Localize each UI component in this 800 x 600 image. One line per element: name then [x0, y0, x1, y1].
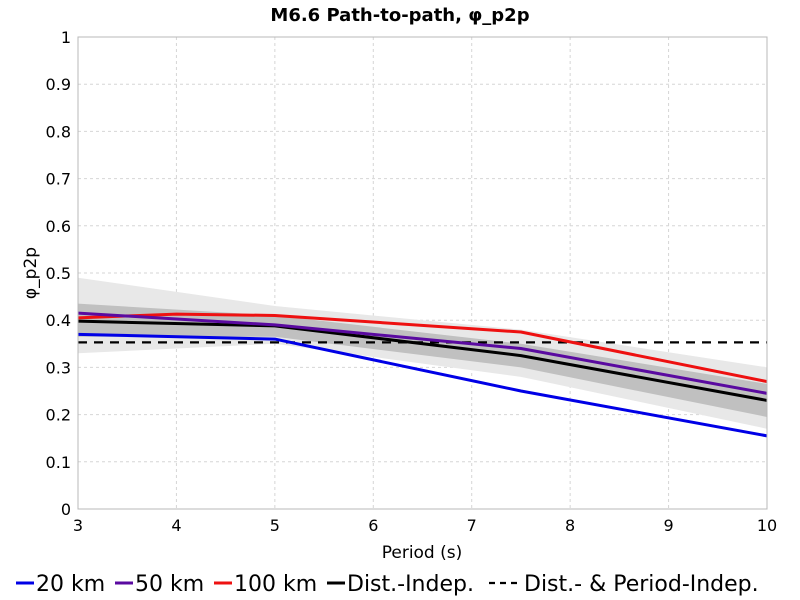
x-axis-label: Period (s) [382, 543, 463, 563]
legend-label: 20 km [36, 572, 105, 597]
y-tick-label: 0.3 [46, 358, 71, 377]
y-tick-label: 1 [61, 28, 71, 47]
legend-label: 50 km [135, 572, 204, 597]
legend-label: 100 km [234, 572, 317, 597]
series-line-100-km [77, 312, 768, 384]
y-tick-label: 0.4 [46, 311, 71, 330]
y-tick-label: 0.7 [46, 170, 71, 189]
x-tick-label: 7 [467, 516, 477, 535]
x-tick-labels: 3 4 5 6 7 8 9 10 [73, 516, 777, 535]
y-axis-label: φ_p2p [21, 247, 41, 299]
y-tick-label: 0.5 [46, 264, 71, 283]
y-tick-label: 0.1 [46, 453, 71, 472]
legend-label: Dist.-Indep. [347, 572, 474, 597]
inner-confidence-band [78, 303, 767, 417]
x-tick-label: 6 [368, 516, 378, 535]
series-line-dist-indep [77, 319, 768, 402]
y-tick-label: 0.6 [46, 217, 71, 236]
grid [78, 37, 767, 509]
chart-title: M6.6 Path-to-path, φ_p2p [270, 5, 529, 26]
x-tick-label: 10 [757, 516, 777, 535]
series-line-50-km [77, 311, 768, 395]
x-tick-label: 9 [663, 516, 673, 535]
y-tick-labels: 0 0.1 0.2 0.3 0.4 0.5 0.6 0.7 0.8 0.9 1 [46, 28, 71, 519]
legend-label: Dist.- & Period-Indep. [524, 572, 759, 597]
x-tick-label: 3 [73, 516, 83, 535]
y-tick-label: 0.2 [46, 406, 71, 425]
y-tick-label: 0.8 [46, 122, 71, 141]
plot-frame [77, 36, 768, 510]
series-line-20-km [77, 332, 768, 438]
x-tick-label: 5 [270, 516, 280, 535]
y-tick-label: 0 [61, 500, 71, 519]
legend: 20 km 50 km 100 km Dist.-Indep. Dist.- & Per… [16, 572, 759, 597]
x-tick-label: 4 [171, 516, 181, 535]
x-tick-label: 8 [565, 516, 575, 535]
y-tick-label: 0.9 [46, 75, 71, 94]
series-lines [77, 311, 768, 438]
